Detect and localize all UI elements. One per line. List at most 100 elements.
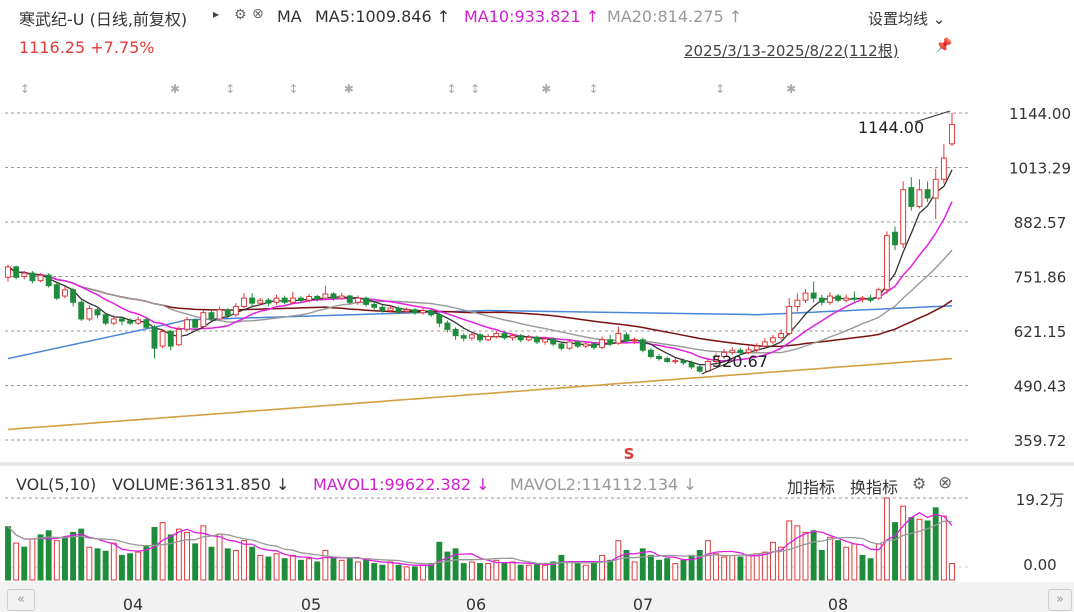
ma20-value: MA20:814.275 ↑ (607, 7, 743, 26)
ma10-value: MA10:933.821 ↑ (464, 7, 600, 26)
volume-bar (387, 561, 394, 581)
close-circle-icon[interactable]: ⊗ (252, 6, 264, 22)
volume-bar (851, 543, 858, 581)
volume-bar (534, 563, 540, 581)
date-range[interactable]: 2025/3/13-2025/8/22(112根) (684, 42, 899, 60)
scroll-right-button[interactable]: » (1048, 589, 1072, 611)
volume-bar (607, 559, 614, 581)
volume-bar (778, 546, 785, 581)
volume-bar (843, 546, 850, 581)
candle-body (843, 297, 850, 301)
ma10-line (7, 201, 953, 362)
ma250-line (7, 357, 953, 431)
gear-icon[interactable]: ⚙ (234, 7, 247, 23)
x-tick-label: 04 (123, 595, 143, 612)
volume-bar (249, 546, 256, 581)
volume-bar (761, 551, 768, 581)
x-tick-label: 05 (301, 595, 321, 612)
candle-body (45, 274, 52, 287)
candle-body (70, 289, 77, 303)
event-marker-icon: ✱ (170, 82, 180, 96)
gear-icon[interactable]: ⚙ (912, 474, 927, 493)
volume-bar (21, 546, 28, 581)
candle-body (542, 338, 549, 343)
volume-bar (151, 527, 158, 581)
scroll-left-button[interactable]: « (7, 589, 35, 611)
candle-body (875, 289, 882, 299)
candle-body (892, 231, 898, 246)
candle-body (428, 310, 435, 316)
y-tick-label: 359.72 (1014, 432, 1067, 450)
volume-bar (86, 546, 93, 581)
candle-body (420, 310, 426, 314)
volume-bar (566, 561, 573, 581)
candle-body (86, 308, 93, 320)
y-tick-label: 1144.00 (1009, 105, 1071, 123)
volume-bar (590, 561, 597, 581)
ma-settings-button[interactable]: 设置均线 ⌄ (868, 10, 946, 28)
candle-body (826, 295, 833, 303)
candle-body (599, 339, 606, 348)
volume-bar (78, 528, 85, 581)
volume-bar (224, 548, 231, 581)
candle-body (534, 336, 540, 343)
candle-body (62, 289, 68, 297)
candle-body (135, 319, 142, 324)
period-label: (日线,前复权) (89, 10, 188, 29)
candle-body (192, 319, 199, 328)
volume-bar (794, 525, 801, 581)
candle-body (818, 297, 825, 303)
volume-bar (306, 558, 313, 581)
volume-bar (273, 553, 280, 581)
high-arrow (914, 110, 951, 123)
candle-body (281, 297, 288, 303)
candle-body (908, 187, 915, 207)
volume-bar (558, 554, 565, 581)
volume-bar (924, 520, 931, 581)
volume-bar (5, 526, 11, 581)
ma5-value: MA5:1009.846 ↑ (315, 7, 451, 26)
candle-body (851, 297, 858, 300)
add-indicator-button[interactable]: 加指标 (787, 478, 836, 497)
candle-body (444, 322, 451, 330)
candle-body (273, 297, 280, 303)
vol-tick-label: 19.2万 (1016, 491, 1064, 509)
volume-bar (241, 540, 247, 581)
switch-indicator-button[interactable]: 换指标 (850, 478, 899, 497)
volume-bar (737, 556, 744, 581)
candle-body (241, 297, 247, 307)
volume-bar (932, 507, 939, 581)
candle-body (509, 335, 516, 339)
volume-bar (916, 518, 923, 581)
event-marker-icon: ↕ (446, 82, 456, 96)
volume-bar (460, 563, 467, 581)
candle-body (436, 314, 443, 324)
candle-body (672, 360, 679, 363)
candle-body (582, 343, 589, 347)
volume-bar (232, 549, 239, 581)
volume-bar (574, 563, 581, 581)
high-label: 1144.00 (858, 118, 924, 137)
candle-body (94, 309, 101, 316)
expand-arrow-icon[interactable]: ▸ (213, 7, 220, 21)
pin-icon[interactable]: 📌 (935, 38, 953, 54)
volume-bar (949, 563, 955, 581)
volume-bar (908, 517, 915, 581)
candle-body (517, 335, 524, 341)
volume-bar (110, 542, 117, 581)
candle-body (363, 297, 370, 305)
volume-bar (29, 538, 36, 581)
volume-bar (729, 554, 736, 581)
volume-bar (721, 556, 728, 581)
candle-body (493, 333, 500, 337)
candle-body (257, 299, 264, 304)
candle-body (867, 297, 874, 301)
close-circle-icon[interactable]: ⊗ (938, 473, 953, 493)
volume-bar (257, 554, 264, 581)
low-arrow (701, 360, 734, 375)
panel-separator (0, 462, 1074, 466)
candle-body (5, 266, 11, 278)
candle-body (200, 312, 207, 327)
price-change: 1116.25 +7.75% (19, 38, 155, 57)
